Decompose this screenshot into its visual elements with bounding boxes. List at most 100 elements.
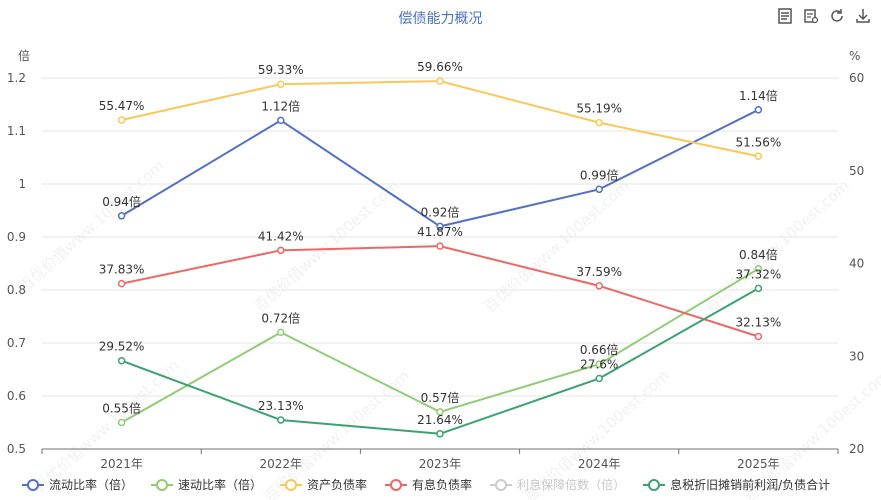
series-layer	[117, 77, 763, 438]
data-label: 27.6%	[580, 358, 618, 372]
data-point[interactable]	[754, 152, 763, 161]
legend-item[interactable]: 流动比率（倍）	[22, 476, 133, 493]
data-label: 23.13%	[258, 399, 304, 413]
data-label: 41.42%	[258, 229, 304, 243]
data-label: 1.14倍	[739, 88, 778, 103]
chart-toolbar	[775, 6, 873, 26]
data-point[interactable]	[754, 106, 763, 114]
data-point[interactable]	[754, 284, 763, 293]
legend-item[interactable]: 利息保障倍数（倍）	[490, 476, 625, 493]
data-point[interactable]	[754, 265, 763, 273]
left-axis-label: 倍	[18, 48, 30, 63]
left-tick-label: 1	[18, 177, 26, 191]
legend-item[interactable]: 息税折旧摊销前利润/负债合计	[643, 476, 830, 493]
data-label: 55.47%	[99, 99, 145, 113]
data-point[interactable]	[277, 328, 285, 337]
left-tick-label: 0.7	[7, 336, 26, 350]
legend-label: 有息负债率	[412, 478, 473, 492]
left-tick-label: 0.9	[7, 230, 26, 244]
download-icon[interactable]	[853, 6, 873, 26]
data-point[interactable]	[595, 282, 603, 290]
right-tick-label: 60	[849, 71, 864, 85]
data-label: 37.83%	[99, 263, 145, 277]
right-axis-label: %	[849, 49, 860, 63]
data-label: 0.72倍	[261, 310, 300, 325]
data-label: 59.33%	[258, 63, 304, 77]
data-label: 32.13%	[736, 315, 782, 329]
data-point[interactable]	[436, 77, 444, 85]
legend-label: 流动比率（倍）	[49, 478, 134, 492]
data-label: 0.66倍	[580, 342, 619, 357]
data-label: 37.59%	[576, 265, 622, 279]
left-tick-label: 0.8	[7, 283, 26, 297]
series-line	[121, 245, 759, 338]
data-point[interactable]	[436, 242, 444, 250]
right-tick-label: 30	[849, 349, 864, 363]
data-point[interactable]	[277, 116, 285, 125]
right-tick-label: 40	[849, 257, 864, 271]
data-label: 55.19%	[576, 102, 622, 116]
x-tick-label: 2022年	[260, 457, 303, 471]
data-point[interactable]	[277, 246, 285, 255]
data-point[interactable]	[117, 418, 126, 427]
legend-item[interactable]: 有息负债率	[385, 476, 472, 493]
right-tick-label: 50	[849, 164, 864, 178]
x-tick-label: 2023年	[419, 457, 462, 471]
data-point[interactable]	[117, 212, 126, 220]
data-point[interactable]	[277, 416, 285, 424]
data-point[interactable]	[754, 332, 763, 341]
data-label: 0.57倍	[421, 390, 460, 405]
data-label: 51.56%	[736, 135, 782, 149]
watermark-text: 百优价值www.100est.com	[481, 177, 633, 317]
data-labels: 0.94倍 1.12倍 0.92倍 0.99倍 1.14倍 0.55倍 0.72倍 0.57倍…	[99, 60, 782, 427]
data-label: 37.32%	[736, 267, 782, 281]
x-tick-label: 2025年	[737, 457, 780, 471]
data-view-icon[interactable]	[775, 6, 795, 26]
left-tick-label: 1.1	[7, 124, 26, 138]
data-point[interactable]	[436, 408, 444, 416]
data-point[interactable]	[117, 356, 126, 365]
legend-label: 速动比率（倍）	[178, 478, 263, 492]
data-point[interactable]	[436, 222, 444, 231]
data-label: 0.55倍	[102, 401, 141, 416]
legend-label: 利息保障倍数（倍）	[517, 478, 626, 492]
data-label: 59.66%	[417, 60, 463, 74]
legend-marker-icon	[385, 478, 408, 491]
legend-item[interactable]: 资产负债率	[280, 476, 367, 493]
chart-title: 偿债能力概况	[398, 11, 483, 27]
data-label: 0.92倍	[421, 204, 460, 219]
axes: 0.5 0.6 0.7 0.8 0.9 1 1.1 1.2 20 30 40 50 60 倍 % 2021年 2…	[7, 48, 864, 471]
data-point[interactable]	[595, 185, 603, 194]
legend-marker-icon	[280, 478, 303, 491]
watermark-text: 百优价值www.100est.com	[251, 177, 403, 317]
legend-label: 资产负债率	[307, 478, 368, 492]
legend: 流动比率（倍） 速动比率（倍） 资产负债率 有息负债率 利息保障倍数（倍） 息税折旧摊销前…	[22, 476, 830, 493]
left-tick-label: 1.2	[7, 71, 26, 85]
left-tick-label: 0.6	[7, 389, 26, 403]
data-label: 0.99倍	[580, 167, 619, 182]
data-point[interactable]	[277, 80, 285, 88]
data-point[interactable]	[117, 279, 126, 288]
series-line	[121, 80, 759, 158]
refresh-icon[interactable]	[827, 6, 847, 26]
data-point[interactable]	[117, 116, 126, 124]
data-label: 41.87%	[417, 225, 463, 239]
legend-marker-icon	[22, 478, 44, 491]
data-label: 29.52%	[99, 340, 145, 354]
left-tick-label: 0.5	[7, 442, 26, 456]
watermark-text: 百优价值www.100est.com	[16, 157, 168, 297]
data-point[interactable]	[595, 118, 603, 127]
data-point[interactable]	[436, 430, 444, 438]
right-tick-label: 20	[849, 442, 864, 456]
legend-marker-icon	[643, 478, 666, 491]
data-label: 1.12倍	[261, 98, 300, 113]
x-tick-label: 2024年	[578, 457, 621, 471]
data-label: 21.64%	[417, 413, 463, 427]
legend-item[interactable]: 速动比率（倍）	[151, 476, 262, 493]
data-point[interactable]	[595, 374, 603, 383]
data-point[interactable]	[595, 360, 603, 368]
bar-chart-icon[interactable]	[801, 6, 821, 26]
x-tick-label: 2021年	[100, 457, 143, 471]
legend-marker-icon	[490, 478, 513, 491]
